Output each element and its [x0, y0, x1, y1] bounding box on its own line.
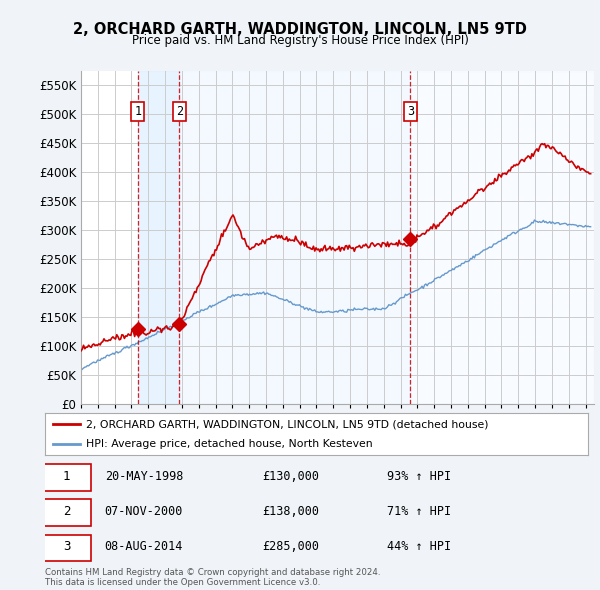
FancyBboxPatch shape — [42, 535, 91, 562]
Text: 3: 3 — [407, 105, 414, 118]
Bar — [410, 71, 594, 404]
Text: Price paid vs. HM Land Registry's House Price Index (HPI): Price paid vs. HM Land Registry's House … — [131, 34, 469, 47]
Text: £138,000: £138,000 — [262, 505, 319, 519]
Text: 2: 2 — [176, 105, 183, 118]
Bar — [138, 71, 179, 404]
Text: 44% ↑ HPI: 44% ↑ HPI — [387, 540, 451, 553]
Text: 71% ↑ HPI: 71% ↑ HPI — [387, 505, 451, 519]
Text: 2: 2 — [63, 505, 70, 519]
Text: 07-NOV-2000: 07-NOV-2000 — [105, 505, 183, 519]
Bar — [179, 71, 410, 404]
Text: HPI: Average price, detached house, North Kesteven: HPI: Average price, detached house, Nort… — [86, 439, 373, 449]
Text: £130,000: £130,000 — [262, 470, 319, 483]
Text: Contains HM Land Registry data © Crown copyright and database right 2024.
This d: Contains HM Land Registry data © Crown c… — [45, 568, 380, 587]
Text: 2, ORCHARD GARTH, WADDINGTON, LINCOLN, LN5 9TD: 2, ORCHARD GARTH, WADDINGTON, LINCOLN, L… — [73, 22, 527, 37]
Text: 20-MAY-1998: 20-MAY-1998 — [105, 470, 183, 483]
Text: 1: 1 — [63, 470, 70, 483]
Text: 3: 3 — [63, 540, 70, 553]
Text: 08-AUG-2014: 08-AUG-2014 — [105, 540, 183, 553]
FancyBboxPatch shape — [42, 464, 91, 491]
Text: 93% ↑ HPI: 93% ↑ HPI — [387, 470, 451, 483]
FancyBboxPatch shape — [42, 499, 91, 526]
Text: 2, ORCHARD GARTH, WADDINGTON, LINCOLN, LN5 9TD (detached house): 2, ORCHARD GARTH, WADDINGTON, LINCOLN, L… — [86, 419, 488, 430]
Text: 1: 1 — [134, 105, 142, 118]
Text: £285,000: £285,000 — [262, 540, 319, 553]
